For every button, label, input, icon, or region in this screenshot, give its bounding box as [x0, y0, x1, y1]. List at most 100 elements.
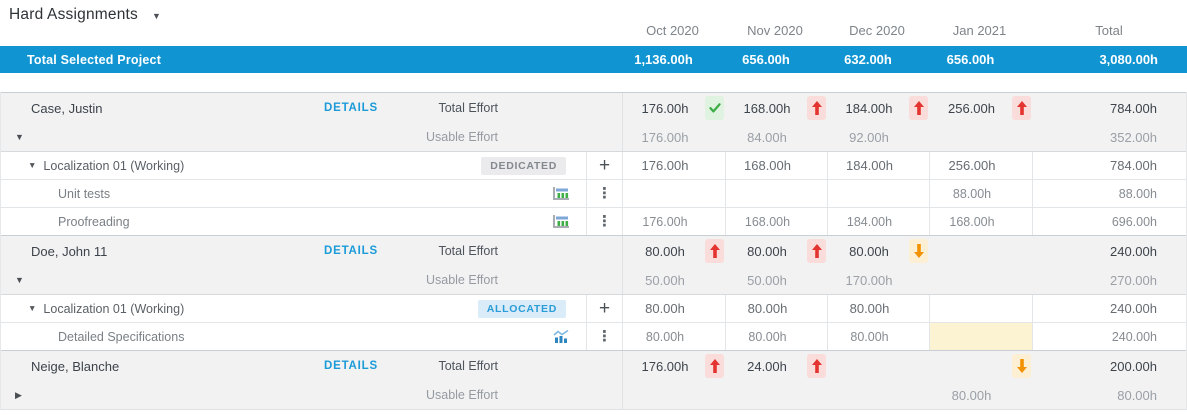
effort-value: 176.00h: [641, 100, 689, 116]
kebab-menu-icon[interactable]: ⋮: [597, 185, 612, 202]
assignment-name: Localization 01 (Working): [43, 158, 185, 173]
total-selected-project-row: Total Selected Project 1,136.00h 656.00h…: [0, 46, 1187, 73]
usable-effort-label: Usable Effort: [425, 130, 498, 144]
task-value: 176.00h: [642, 214, 688, 229]
dropdown-caret-icon: ▼: [151, 11, 161, 21]
effort-value: 80.00h: [849, 243, 889, 259]
overload-up-arrow-icon: [1012, 96, 1031, 120]
overload-up-arrow-icon: [705, 239, 724, 263]
total-selected-project-label: Total Selected Project: [27, 52, 162, 67]
column-header-dec: Dec 2020: [849, 22, 905, 38]
topbar: Hard Assignments ▼ Oct 2020 Nov 2020 Dec…: [0, 0, 1187, 46]
collapse-toggle-icon[interactable]: ▼: [15, 274, 24, 285]
task-value: 80.00h: [748, 329, 787, 344]
usable-value: 80.00h: [951, 387, 992, 403]
assignments-table: Case, Justin DETAILS Total Effort 176.00…: [0, 92, 1187, 410]
collapse-toggle-icon[interactable]: ▼: [28, 160, 37, 171]
usable-effort-row: ▼ Usable Effort 50.00h 50.00h 170.00h 27…: [1, 266, 1186, 294]
resource-block-doe-john: Doe, John 11 DETAILS Total Effort 80.00h…: [1, 235, 1186, 350]
total-effort-row: Doe, John 11 DETAILS Total Effort 80.00h…: [1, 236, 1186, 266]
usable-effort-label: Usable Effort: [425, 273, 498, 287]
column-header-nov: Nov 2020: [747, 22, 803, 38]
add-icon[interactable]: +: [598, 155, 611, 176]
effort-value: 80.00h: [747, 243, 787, 259]
check-indicator-icon: [705, 96, 724, 120]
trend-chart-icon[interactable]: [553, 330, 569, 343]
task-value: 184.00h: [846, 214, 893, 229]
kebab-menu-icon[interactable]: ⋮: [597, 328, 612, 345]
total-nov: 656.00h: [742, 52, 790, 67]
assignment-value: 168.00h: [744, 158, 791, 173]
effort-value: 80.00h: [645, 243, 685, 259]
usable-effort-row: ▶ Usable Effort 80.00h 80.00h: [1, 381, 1186, 409]
task-name: Unit tests: [58, 186, 111, 201]
column-header-total: Total: [1095, 22, 1123, 38]
task-value: 88.00h: [952, 186, 992, 201]
task-name: Detailed Specifications: [58, 329, 185, 344]
allocated-badge: ALLOCATED: [477, 299, 566, 318]
task-value: 168.00h: [744, 214, 791, 229]
add-icon[interactable]: +: [598, 298, 611, 319]
total-effort-label: Total Effort: [438, 101, 498, 115]
assignment-total: 784.00h: [1110, 158, 1157, 173]
assignment-value: 256.00h: [948, 158, 996, 173]
usable-value: 84.00h: [747, 129, 787, 145]
resource-name: Neige, Blanche: [31, 358, 120, 374]
usable-value: 50.00h: [645, 272, 685, 288]
assignment-name: Localization 01 (Working): [43, 301, 185, 316]
total-effort-label: Total Effort: [438, 244, 498, 258]
assignment-value: 184.00h: [846, 158, 893, 173]
page-title: Hard Assignments: [9, 6, 138, 23]
assignment-value: 80.00h: [747, 301, 788, 316]
total-jan: 656.00h: [946, 52, 995, 67]
underload-down-arrow-icon: [909, 239, 928, 263]
details-link[interactable]: DETAILS: [324, 102, 378, 114]
assignment-row: ▼ Localization 01 (Working) DEDICATED + …: [1, 151, 1186, 179]
effort-value: 256.00h: [948, 100, 995, 116]
effort-value: 168.00h: [743, 100, 791, 116]
view-selector-dropdown[interactable]: Hard Assignments ▼: [9, 6, 161, 24]
usable-value: 92.00h: [849, 129, 889, 145]
overload-up-arrow-icon: [807, 96, 826, 120]
total-effort-row: Case, Justin DETAILS Total Effort 176.00…: [1, 93, 1186, 123]
details-link[interactable]: DETAILS: [324, 360, 378, 372]
collapse-toggle-icon[interactable]: ▼: [28, 303, 37, 314]
usable-total: 352.00h: [1110, 129, 1157, 145]
column-header-oct: Oct 2020: [646, 22, 699, 38]
assignment-value: 176.00h: [641, 158, 689, 173]
effort-value: 176.00h: [641, 358, 689, 374]
task-name: Proofreading: [58, 214, 130, 229]
effort-total: 200.00h: [1110, 358, 1157, 374]
usable-value: 50.00h: [747, 272, 787, 288]
highlighted-cell[interactable]: [929, 323, 1032, 350]
total-dec: 632.00h: [844, 52, 892, 67]
details-link[interactable]: DETAILS: [324, 245, 378, 257]
resource-name: Doe, John 11: [31, 243, 108, 259]
column-headers: Oct 2020 Nov 2020 Dec 2020 Jan 2021 Tota…: [0, 0, 1187, 46]
task-value: 80.00h: [850, 329, 889, 344]
overload-up-arrow-icon: [705, 354, 724, 378]
overload-up-arrow-icon: [909, 96, 928, 120]
usable-effort-row: ▼ Usable Effort 176.00h 84.00h 92.00h 35…: [1, 123, 1186, 151]
resource-block-neige-blanche: Neige, Blanche DETAILS Total Effort 176.…: [1, 350, 1186, 409]
task-total: 88.00h: [1118, 186, 1157, 201]
overload-up-arrow-icon: [807, 239, 826, 263]
assignment-total: 240.00h: [1110, 301, 1157, 316]
overload-up-arrow-icon: [807, 354, 826, 378]
task-total: 240.00h: [1111, 329, 1157, 344]
kebab-menu-icon[interactable]: ⋮: [597, 213, 612, 230]
task-value: 80.00h: [645, 329, 685, 344]
resource-block-case-justin: Case, Justin DETAILS Total Effort 176.00…: [1, 92, 1186, 235]
resource-name: Case, Justin: [31, 100, 103, 116]
expand-toggle-icon[interactable]: ▶: [15, 389, 22, 400]
effort-value: 184.00h: [845, 100, 893, 116]
bar-chart-icon[interactable]: [553, 215, 569, 228]
bar-chart-icon[interactable]: [553, 187, 569, 200]
spacer: [0, 73, 1187, 92]
assignment-value: 80.00h: [849, 301, 890, 316]
collapse-toggle-icon[interactable]: ▼: [15, 131, 24, 142]
task-row: Detailed Specifications ⋮ 80.00h 80.00h …: [1, 322, 1186, 350]
dedicated-badge: DEDICATED: [481, 156, 566, 175]
usable-total: 80.00h: [1117, 387, 1157, 403]
